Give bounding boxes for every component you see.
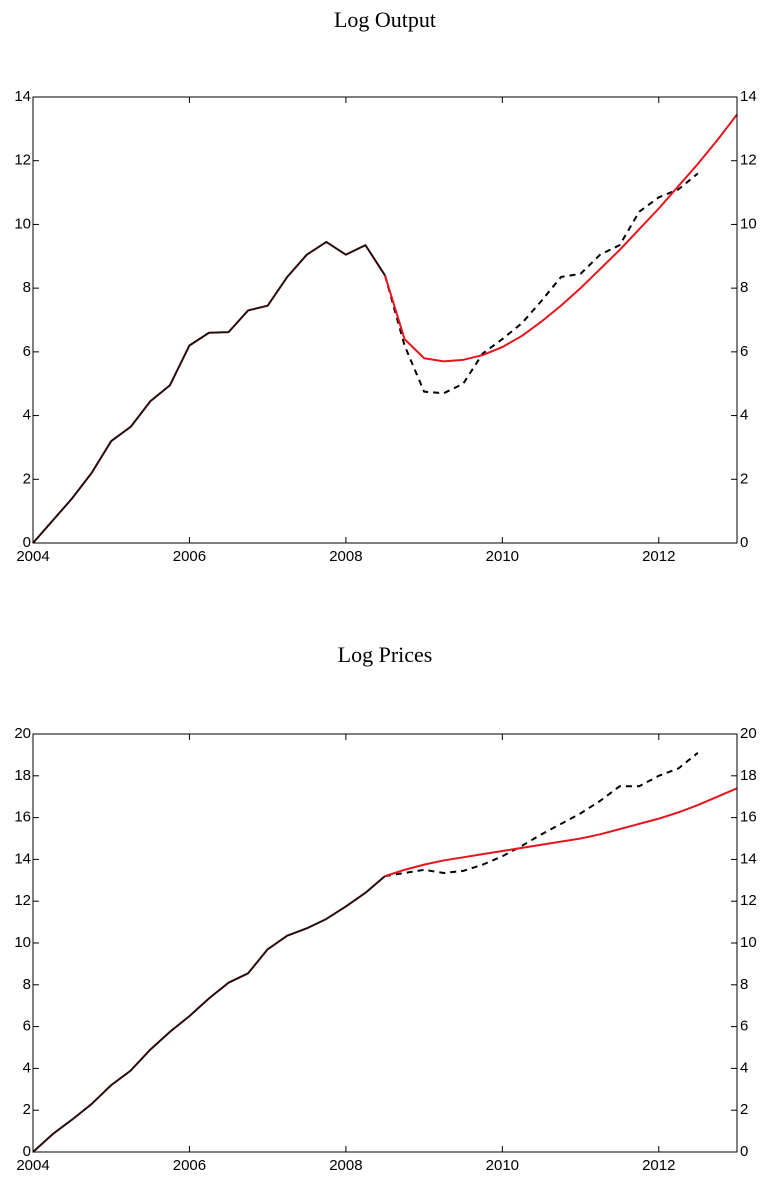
y2-tick-label: 10: [740, 215, 757, 232]
x-tick-label: 2010: [486, 1157, 519, 1174]
y-tick-label: 2: [23, 470, 31, 487]
y2-tick-label: 6: [740, 1018, 748, 1035]
x-tick-label: 2006: [173, 548, 206, 565]
y-tick-label: 14: [14, 850, 31, 867]
y2-tick-label: 18: [740, 767, 757, 784]
y2-tick-label: 2: [740, 1101, 748, 1118]
line-series: [384, 787, 738, 878]
y2-tick-label: 12: [740, 152, 757, 169]
line-series: [384, 172, 699, 395]
y-tick-label: 16: [14, 809, 31, 826]
line-series: [384, 752, 699, 878]
y-tick-label: 10: [14, 934, 31, 951]
y-tick-label: 18: [14, 767, 31, 784]
y2-tick-label: 0: [740, 1143, 748, 1160]
x-tick-label: 2004: [16, 1157, 49, 1174]
y2-tick-label: 2: [740, 470, 748, 487]
plot-frame: [32, 733, 738, 1153]
y2-tick-label: 10: [740, 934, 757, 951]
y-tick-label: 12: [14, 892, 31, 909]
y2-tick-label: 16: [740, 809, 757, 826]
line-series: [32, 875, 386, 1153]
y-tick-label: 20: [14, 725, 31, 742]
y2-tick-label: 20: [740, 725, 757, 742]
y-tick-label: 2: [23, 1101, 31, 1118]
chart-title: Log Prices: [338, 642, 433, 667]
x-tick-label: 2006: [173, 1157, 206, 1174]
y2-tick-label: 14: [740, 850, 757, 867]
y2-tick-label: 8: [740, 976, 748, 993]
y2-tick-label: 0: [740, 534, 748, 551]
line-series: [384, 113, 738, 363]
y-tick-label: 6: [23, 343, 31, 360]
x-tick-label: 2012: [642, 1157, 675, 1174]
x-tick-label: 2010: [486, 548, 519, 565]
x-tick-label: 2008: [329, 548, 362, 565]
y2-tick-label: 12: [740, 892, 757, 909]
plot-frame: [32, 96, 738, 544]
y2-tick-label: 6: [740, 343, 748, 360]
y-tick-label: 4: [23, 1059, 31, 1076]
y-tick-label: 8: [23, 976, 31, 993]
line-series: [32, 240, 386, 544]
y2-tick-label: 4: [740, 407, 748, 424]
y2-tick-label: 14: [740, 88, 757, 105]
y-tick-label: 4: [23, 407, 31, 424]
chart-title: Log Output: [334, 7, 436, 32]
y-tick-label: 8: [23, 279, 31, 296]
x-tick-label: 2004: [16, 548, 49, 565]
x-tick-label: 2012: [642, 548, 675, 565]
y-tick-label: 0: [23, 534, 31, 551]
y-tick-label: 6: [23, 1018, 31, 1035]
y-tick-label: 10: [14, 215, 31, 232]
x-tick-label: 2008: [329, 1157, 362, 1174]
y-tick-label: 14: [14, 88, 31, 105]
y2-tick-label: 4: [740, 1059, 748, 1076]
y-tick-label: 12: [14, 152, 31, 169]
y-tick-label: 0: [23, 1143, 31, 1160]
y2-tick-label: 8: [740, 279, 748, 296]
